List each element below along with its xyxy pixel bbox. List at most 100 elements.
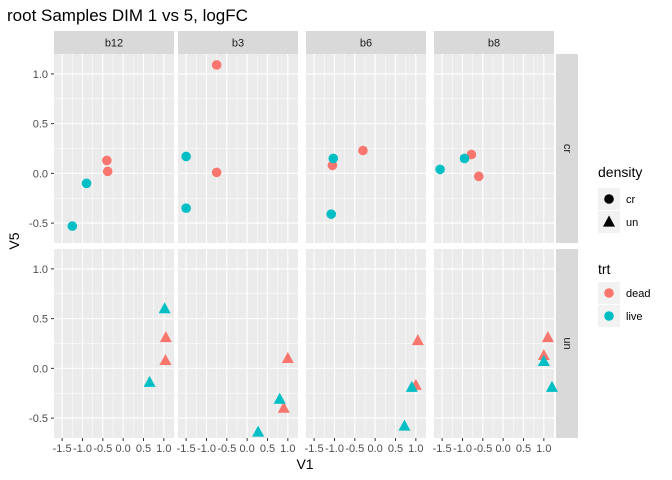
strip-cr — [556, 54, 578, 243]
point-live-un — [143, 375, 156, 387]
strip-un — [556, 249, 578, 438]
x-tick-label: -0.5 — [93, 443, 112, 455]
strip-b8 — [434, 31, 554, 54]
point-live-un — [545, 380, 558, 392]
panel-b12-un — [54, 249, 174, 438]
point-live-cr — [328, 153, 339, 164]
y-axis-title: V5 — [6, 232, 22, 249]
x-tick-label: -0.5 — [217, 443, 236, 455]
y-tick-label: 1.0 — [33, 264, 48, 276]
panel-b8-cr — [434, 54, 554, 243]
x-tick-label: 1.0 — [408, 443, 423, 455]
x-tick-label: 1.0 — [156, 443, 171, 455]
x-tick-label: 0.5 — [136, 443, 151, 455]
chart-title: root Samples DIM 1 vs 5, logFC — [7, 6, 248, 25]
point-dead-un — [159, 353, 172, 365]
x-tick-label: -1.5 — [53, 443, 72, 455]
panel-b3-cr — [178, 54, 298, 243]
point-live-un — [252, 425, 265, 437]
panel-b12-cr — [54, 54, 174, 243]
point-live-un — [158, 302, 171, 314]
legend-label-cr: cr — [626, 194, 636, 206]
strip-b6 — [306, 31, 426, 54]
legend-circle-icon — [604, 194, 614, 204]
strip-label-un: un — [561, 337, 573, 349]
point-live-cr — [67, 221, 78, 231]
legend-label-dead: dead — [626, 288, 650, 300]
x-tick-label: -0.5 — [473, 443, 492, 455]
y-tick-label: -0.5 — [29, 218, 48, 230]
strip-label-b8: b8 — [488, 38, 500, 50]
point-dead-cr — [102, 166, 113, 177]
point-dead-un — [411, 334, 424, 346]
x-axis-title: V1 — [296, 456, 313, 472]
y-tick-label: -0.5 — [29, 413, 48, 425]
point-dead-cr — [102, 155, 112, 166]
y-tick-label: 0.0 — [33, 168, 48, 180]
x-tick-label: -1.0 — [325, 443, 344, 455]
strip-label-b6: b6 — [360, 38, 372, 50]
x-tick-label: -1.5 — [433, 443, 452, 455]
x-tick-label: -0.5 — [345, 443, 364, 455]
point-dead-un — [281, 351, 294, 363]
legend-density: density cr un — [598, 164, 642, 233]
point-live-un — [398, 419, 411, 431]
y-tick-label: 0.5 — [33, 314, 48, 326]
strip-label-cr: cr — [561, 144, 573, 154]
point-live-cr — [181, 203, 191, 213]
x-tick-label: -1.5 — [305, 443, 324, 455]
point-dead-un — [159, 331, 172, 343]
y-tick-label: 0.0 — [33, 363, 48, 375]
x-tick-label: -1.0 — [73, 443, 92, 455]
legend-density-title: density — [598, 164, 642, 180]
x-tick-label: 0.0 — [240, 443, 255, 455]
x-tick-label: 0.0 — [116, 443, 131, 455]
x-tick-label: 1.0 — [536, 443, 551, 455]
point-dead-cr — [211, 60, 222, 70]
point-live-cr — [81, 178, 92, 189]
point-live-cr — [435, 164, 445, 175]
legend-label-un: un — [626, 217, 638, 229]
legend-label-live: live — [626, 311, 643, 323]
panel-b3-un — [178, 249, 298, 438]
axes: -0.50.00.51.0-0.50.00.51.0-1.5 -1.0 -0.5 0.… — [29, 69, 551, 455]
point-dead-un — [277, 401, 290, 413]
point-dead-cr — [211, 167, 222, 178]
legend-swatch-live — [604, 311, 614, 321]
point-dead-cr — [358, 145, 368, 156]
x-tick-label: 0.0 — [496, 443, 511, 455]
x-tick-label: 1.0 — [280, 443, 295, 455]
legend-swatch-dead — [604, 288, 614, 298]
panel-b6-un — [306, 249, 426, 438]
point-live-un — [537, 354, 550, 366]
point-dead-un — [541, 331, 554, 343]
x-tick-label: -1.0 — [197, 443, 216, 455]
point-live-cr — [326, 209, 337, 219]
x-tick-label: 0.0 — [368, 443, 383, 455]
x-tick-label: 0.5 — [260, 443, 275, 455]
data-points — [67, 60, 558, 437]
point-dead-cr — [327, 160, 338, 171]
point-dead-un — [537, 348, 550, 361]
legend-trt: trt dead live — [598, 261, 650, 327]
strip-b12 — [54, 31, 174, 54]
strip-label-b12: b12 — [105, 38, 123, 50]
legend-triangle-icon — [603, 215, 615, 227]
x-tick-label: -1.5 — [177, 443, 196, 455]
x-tick-label: 0.5 — [388, 443, 403, 455]
point-live-un — [273, 392, 286, 404]
y-tick-label: 1.0 — [33, 69, 48, 81]
strip-label-b3: b3 — [232, 38, 244, 50]
y-tick-label: 0.5 — [33, 119, 48, 131]
x-tick-label: -1.0 — [453, 443, 472, 455]
point-live-un — [405, 380, 418, 392]
strip-b3 — [178, 31, 298, 54]
legend-trt-title: trt — [598, 261, 611, 277]
panel-b8-un — [434, 249, 554, 438]
x-tick-label: 0.5 — [516, 443, 531, 455]
point-dead-cr — [473, 171, 484, 182]
point-live-cr — [181, 151, 191, 162]
facet-panels: b12 b3 b6 b8 cr un — [54, 31, 578, 438]
point-live-cr — [459, 153, 470, 164]
